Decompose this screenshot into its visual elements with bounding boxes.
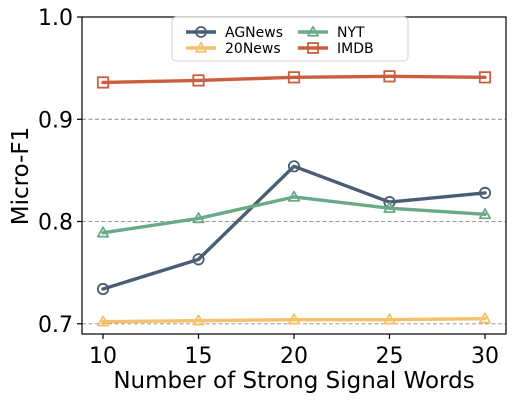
legend-item-nyt: NYT xyxy=(298,25,365,41)
legend-box xyxy=(171,16,409,62)
data-point-20news xyxy=(96,315,110,327)
x-tick-label: 15 xyxy=(185,344,213,369)
data-point-imdb xyxy=(96,76,110,89)
data-point-nyt xyxy=(192,212,205,224)
ticks: 0.7 0.8 0.9 1.0 10 15 20 25 30 xyxy=(38,6,499,369)
data-point-imdb xyxy=(287,71,301,84)
data-point-20news xyxy=(287,313,301,325)
grid-lines xyxy=(82,118,506,325)
series-nyt xyxy=(96,190,492,238)
data-point-20news xyxy=(383,313,396,325)
data-point-agnews xyxy=(287,160,301,173)
data-point-nyt xyxy=(96,226,110,238)
y-tick-label: 0.8 xyxy=(38,211,73,236)
legend-marker xyxy=(195,26,207,38)
data-point-20news xyxy=(192,314,205,326)
y-axis-title: Micro-F1 xyxy=(8,127,34,226)
series-20news xyxy=(96,312,492,327)
data-point-agnews xyxy=(478,186,492,199)
x-tick-label: 20 xyxy=(280,344,308,369)
legend-label: AGNews xyxy=(225,25,283,41)
y-tick-label: 1.0 xyxy=(38,6,73,31)
data-point-imdb xyxy=(192,74,205,87)
data-point-nyt xyxy=(383,201,396,214)
x-axis-title: Number of Strong Signal Words xyxy=(113,368,474,394)
legend-item-20news: 20News xyxy=(186,41,281,57)
data-point-agnews xyxy=(192,253,205,266)
series-imdb xyxy=(96,70,492,89)
x-tick-label: 30 xyxy=(471,344,499,369)
series-line-nyt xyxy=(101,195,487,235)
y-tick-label: 0.7 xyxy=(38,313,73,338)
legend-item-imdb: IMDB xyxy=(298,41,374,57)
legend-label: IMDB xyxy=(337,41,374,57)
x-tick-label: 10 xyxy=(89,344,117,369)
legend-item-agnews: AGNews xyxy=(186,25,283,41)
data-point-imdb xyxy=(478,71,492,84)
legend-marker xyxy=(307,42,319,54)
series-layer xyxy=(96,70,492,327)
series-line-agnews xyxy=(101,164,487,291)
legend-marker xyxy=(195,41,207,53)
legend-marker xyxy=(307,25,319,37)
data-point-20news xyxy=(478,312,492,324)
series-line-imdb xyxy=(101,74,487,85)
data-point-agnews xyxy=(96,282,110,296)
plot-frame xyxy=(81,16,507,335)
series-agnews xyxy=(96,160,492,296)
y-tick-label: 0.9 xyxy=(38,108,73,133)
legend-label: NYT xyxy=(337,25,365,41)
data-point-nyt xyxy=(478,207,492,220)
series-line-20news xyxy=(101,316,487,324)
x-tick-label: 25 xyxy=(375,344,403,369)
legend-label: 20News xyxy=(225,41,281,57)
data-point-imdb xyxy=(383,70,396,83)
data-point-nyt xyxy=(287,190,301,202)
